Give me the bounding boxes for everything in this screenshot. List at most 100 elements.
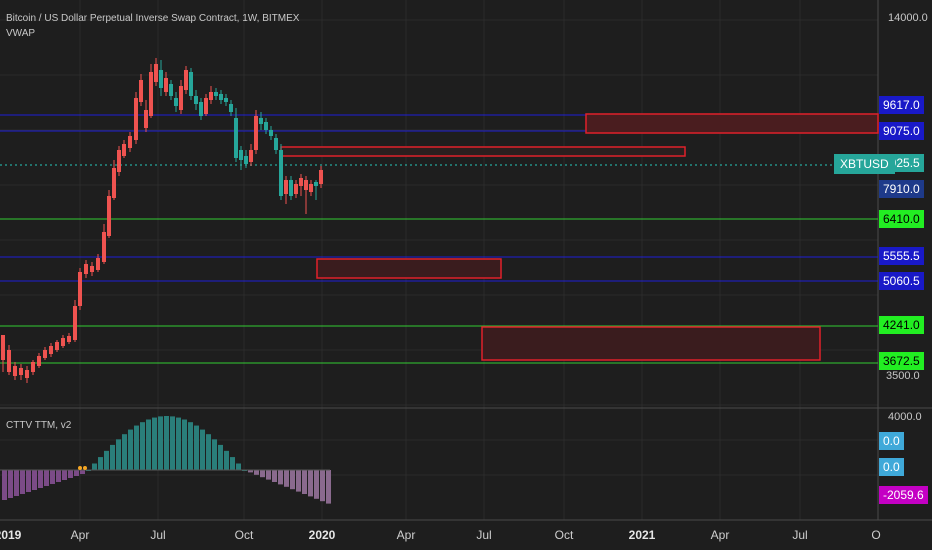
time-axis-label: O xyxy=(871,528,881,542)
candle xyxy=(107,196,111,236)
histogram-bar xyxy=(134,425,139,470)
candle xyxy=(189,72,193,96)
histogram-bar xyxy=(146,419,151,470)
candle xyxy=(78,272,82,306)
histogram-bar xyxy=(248,470,253,473)
histogram-bar xyxy=(260,470,265,478)
candle xyxy=(224,98,228,102)
histogram-bar xyxy=(230,457,235,470)
histogram-bar xyxy=(50,470,55,484)
histogram-bar xyxy=(62,470,67,480)
candle xyxy=(67,336,71,342)
oscillator-tag: -2059.6 xyxy=(879,486,928,504)
time-axis-label: Apr xyxy=(710,528,730,542)
price-tag: 4241.0 xyxy=(879,316,924,334)
candle xyxy=(209,92,213,100)
histogram-bar xyxy=(236,463,241,470)
candle xyxy=(1,335,5,360)
histogram-bar xyxy=(326,470,331,504)
resistance-zone xyxy=(481,326,821,361)
histogram-bar xyxy=(8,470,13,498)
histogram-bar xyxy=(206,434,211,470)
candle xyxy=(144,110,148,128)
time-axis-label: Jul xyxy=(150,528,166,542)
candle xyxy=(49,346,53,354)
histogram-bar xyxy=(56,470,61,482)
time-axis-label: Jul xyxy=(476,528,492,542)
histogram-bar xyxy=(266,470,271,480)
candle xyxy=(174,98,178,106)
histogram-bar xyxy=(308,470,313,497)
candle xyxy=(90,266,94,272)
candle xyxy=(122,144,126,156)
histogram-bar xyxy=(110,444,115,470)
candle xyxy=(7,350,11,372)
candle xyxy=(289,180,293,196)
resistance-zone xyxy=(316,258,502,279)
histogram-bar xyxy=(200,429,205,470)
candle xyxy=(55,342,59,350)
candle xyxy=(199,102,203,116)
candle xyxy=(179,86,183,110)
time-axis-label: 2019 xyxy=(0,528,22,542)
resistance-zone xyxy=(280,146,686,157)
candle xyxy=(234,118,238,158)
oscillator-axis-top-label: 4000.0 xyxy=(888,411,922,423)
candle xyxy=(159,70,163,88)
candle xyxy=(31,362,35,372)
histogram-bar xyxy=(26,470,31,492)
candle xyxy=(102,232,106,262)
time-axis-label: Apr xyxy=(70,528,90,542)
histogram-bar xyxy=(44,470,49,486)
candle xyxy=(37,356,41,366)
candle xyxy=(219,94,223,100)
histogram-bar xyxy=(74,470,79,476)
histogram-bar xyxy=(194,425,199,470)
histogram-bar xyxy=(152,417,157,470)
histogram-bar xyxy=(290,470,295,490)
chart-title: Bitcoin / US Dollar Perpetual Inverse Sw… xyxy=(6,13,300,24)
candle xyxy=(279,150,283,196)
candle xyxy=(264,122,268,130)
histogram-bar xyxy=(176,417,181,470)
histogram-bar xyxy=(116,439,121,470)
histogram-bar xyxy=(302,470,307,494)
candle xyxy=(309,184,313,192)
histogram-bar xyxy=(2,470,7,500)
candle xyxy=(149,72,153,116)
time-axis-label: Jul xyxy=(792,528,808,542)
histogram-bar xyxy=(182,419,187,470)
histogram-bar xyxy=(164,416,169,470)
oscillator-title: CTTV TTM, v2 xyxy=(6,420,72,431)
histogram-bar xyxy=(80,470,85,474)
histogram-bar xyxy=(284,470,289,487)
candle xyxy=(128,136,132,148)
oscillator-tag: 0.0 xyxy=(879,458,904,476)
histogram-bar xyxy=(158,416,163,470)
price-tag: 9075.0 xyxy=(879,122,924,140)
histogram-bar xyxy=(92,463,97,470)
time-axis-label: 2021 xyxy=(628,528,656,542)
candle xyxy=(284,180,288,194)
indicator-vwap-label: VWAP xyxy=(6,28,36,39)
candle xyxy=(254,116,258,150)
price-tag: 5060.5 xyxy=(879,272,924,290)
candle xyxy=(134,98,138,140)
symbol-tag[interactable]: XBTUSD xyxy=(834,154,895,174)
histogram-bar xyxy=(32,470,37,490)
histogram-bar xyxy=(278,470,283,485)
histogram-bar xyxy=(314,470,319,499)
candle xyxy=(43,350,47,358)
candle xyxy=(269,130,273,136)
histogram-bar xyxy=(128,429,133,470)
candle xyxy=(299,178,303,186)
squeeze-dot xyxy=(78,466,82,470)
histogram-bar xyxy=(224,450,229,470)
price-tag: 6410.0 xyxy=(879,210,924,228)
histogram-bar xyxy=(104,450,109,470)
candle xyxy=(169,84,173,96)
candle xyxy=(229,104,233,112)
candle xyxy=(204,98,208,114)
candle xyxy=(19,368,23,375)
